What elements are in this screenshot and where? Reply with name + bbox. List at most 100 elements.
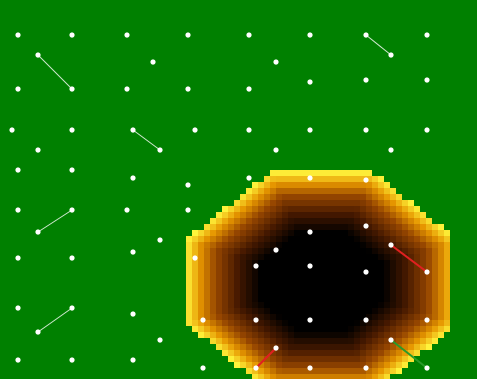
heat-cell: [360, 320, 366, 326]
heat-cell: [360, 296, 366, 302]
heat-cell: [384, 350, 390, 356]
heat-cell: [354, 218, 360, 224]
heat-cell: [330, 332, 336, 338]
heat-cell: [408, 284, 414, 290]
heat-cell: [258, 242, 264, 248]
heat-cell: [300, 326, 306, 332]
heat-cell: [228, 230, 234, 236]
heat-cell: [312, 218, 318, 224]
heat-cell: [414, 278, 420, 284]
heat-cell: [348, 260, 354, 266]
heat-cell: [240, 356, 246, 362]
heat-cell: [276, 218, 282, 224]
heat-cell: [204, 284, 210, 290]
heat-cell: [216, 302, 222, 308]
heat-cell: [438, 230, 444, 236]
heat-cell: [396, 218, 402, 224]
heat-cell: [378, 224, 384, 230]
heat-cell: [270, 362, 276, 368]
heat-cell: [396, 326, 402, 332]
heat-cell: [348, 236, 354, 242]
heat-cell: [246, 242, 252, 248]
heat-cell: [342, 170, 348, 176]
heat-cell: [318, 176, 324, 182]
heat-cell: [204, 302, 210, 308]
heat-cell: [246, 332, 252, 338]
heat-cell: [246, 272, 252, 278]
heat-cell: [324, 290, 330, 296]
heat-cell: [432, 248, 438, 254]
heat-cell: [252, 368, 258, 374]
heat-cell: [414, 338, 420, 344]
heat-cell: [336, 176, 342, 182]
heat-cell: [228, 314, 234, 320]
heat-cell: [222, 242, 228, 248]
heat-cell: [402, 338, 408, 344]
heat-cell: [354, 314, 360, 320]
heat-cell: [438, 290, 444, 296]
heat-cell: [192, 296, 198, 302]
node: [15, 207, 21, 213]
heat-cell: [252, 308, 258, 314]
heat-cell: [210, 266, 216, 272]
heat-cell: [306, 260, 312, 266]
heat-cell: [258, 332, 264, 338]
heat-cell: [246, 362, 252, 368]
heat-cell: [300, 194, 306, 200]
heat-cell: [270, 212, 276, 218]
heat-cell: [348, 374, 354, 379]
heat-cell: [300, 302, 306, 308]
heat-cell: [312, 374, 318, 379]
heat-cell: [306, 182, 312, 188]
heat-cell: [390, 266, 396, 272]
heat-cell: [252, 362, 258, 368]
heat-cell: [276, 296, 282, 302]
heat-cell: [318, 266, 324, 272]
heat-cell: [264, 374, 270, 379]
heat-cell: [216, 338, 222, 344]
heat-cell: [420, 254, 426, 260]
heat-cell: [222, 248, 228, 254]
heat-cell: [216, 296, 222, 302]
heat-cell: [252, 332, 258, 338]
heat-cell: [336, 314, 342, 320]
heat-cell: [258, 278, 264, 284]
heat-cell: [366, 188, 372, 194]
heat-cell: [318, 206, 324, 212]
node: [363, 317, 369, 323]
heat-cell: [432, 314, 438, 320]
heat-cell: [378, 344, 384, 350]
heat-cell: [216, 260, 222, 266]
heat-cell: [330, 266, 336, 272]
heat-cell: [282, 338, 288, 344]
heat-cell: [444, 278, 450, 284]
heat-cell: [336, 260, 342, 266]
heat-cell: [216, 242, 222, 248]
heat-cell: [222, 320, 228, 326]
heat-cell: [264, 356, 270, 362]
heat-cell: [252, 242, 258, 248]
heat-cell: [240, 320, 246, 326]
heat-cell: [330, 302, 336, 308]
node: [124, 32, 130, 38]
heat-cell: [216, 212, 222, 218]
heat-cell: [294, 284, 300, 290]
heat-cell: [342, 194, 348, 200]
heat-cell: [276, 308, 282, 314]
heat-cell: [276, 170, 282, 176]
heat-cell: [390, 188, 396, 194]
heat-cell: [354, 242, 360, 248]
heat-cell: [252, 248, 258, 254]
heat-cell: [396, 290, 402, 296]
heat-cell: [204, 248, 210, 254]
heat-cell: [366, 272, 372, 278]
heat-cell: [372, 356, 378, 362]
heat-cell: [258, 236, 264, 242]
heat-cell: [210, 260, 216, 266]
heat-cell: [288, 248, 294, 254]
heat-cell: [300, 344, 306, 350]
heat-cell: [294, 206, 300, 212]
heat-cell: [324, 194, 330, 200]
heat-cell: [252, 188, 258, 194]
heat-cell: [342, 182, 348, 188]
